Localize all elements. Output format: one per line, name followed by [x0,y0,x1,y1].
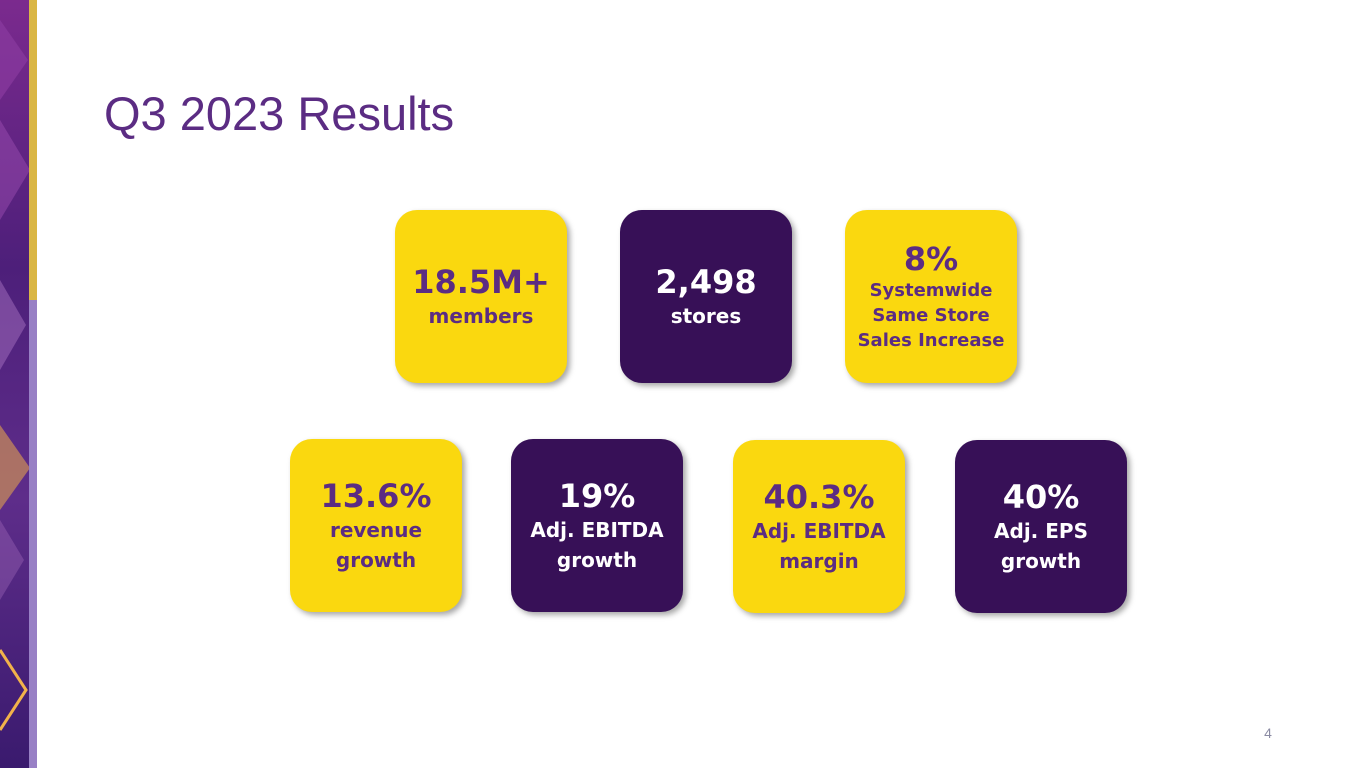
metric-label: Adj. EBITDA margin [752,518,886,573]
metric-tile-revenue-growth: 13.6% revenue growth [290,439,462,612]
metric-label: stores [670,303,742,328]
slide-title: Q3 2023 Results [104,87,455,140]
page-number: 4 [1264,725,1272,741]
metric-tile-adj-ebitda-growth: 19% Adj. EBITDA growth [511,439,683,612]
metric-tile-adj-eps-growth: 40% Adj. EPS growth [955,440,1127,613]
metric-value: 13.6% [320,476,432,515]
metric-value: 19% [558,476,636,515]
metric-value: 8% [903,240,959,278]
metric-value: 18.5M+ [412,262,550,301]
metric-label: members [428,303,534,328]
metric-label: revenue growth [329,517,423,572]
metric-label: Adj. EBITDA growth [530,517,664,572]
metric-tile-adj-ebitda-margin: 40.3% Adj. EBITDA margin [733,440,905,613]
metric-tile-members: 18.5M+ members [395,210,567,383]
decorative-side-strip [0,0,37,768]
metric-tile-same-store-sales: 8% Systemwide Same Store Sales Increase [845,210,1017,383]
metric-value: 40.3% [763,477,875,516]
metric-tile-stores: 2,498 stores [620,210,792,383]
metric-value: 40% [1002,477,1080,516]
metric-value: 2,498 [655,262,757,301]
metric-label: Systemwide Same Store Sales Increase [857,280,1005,351]
metric-label: Adj. EPS growth [994,518,1088,573]
